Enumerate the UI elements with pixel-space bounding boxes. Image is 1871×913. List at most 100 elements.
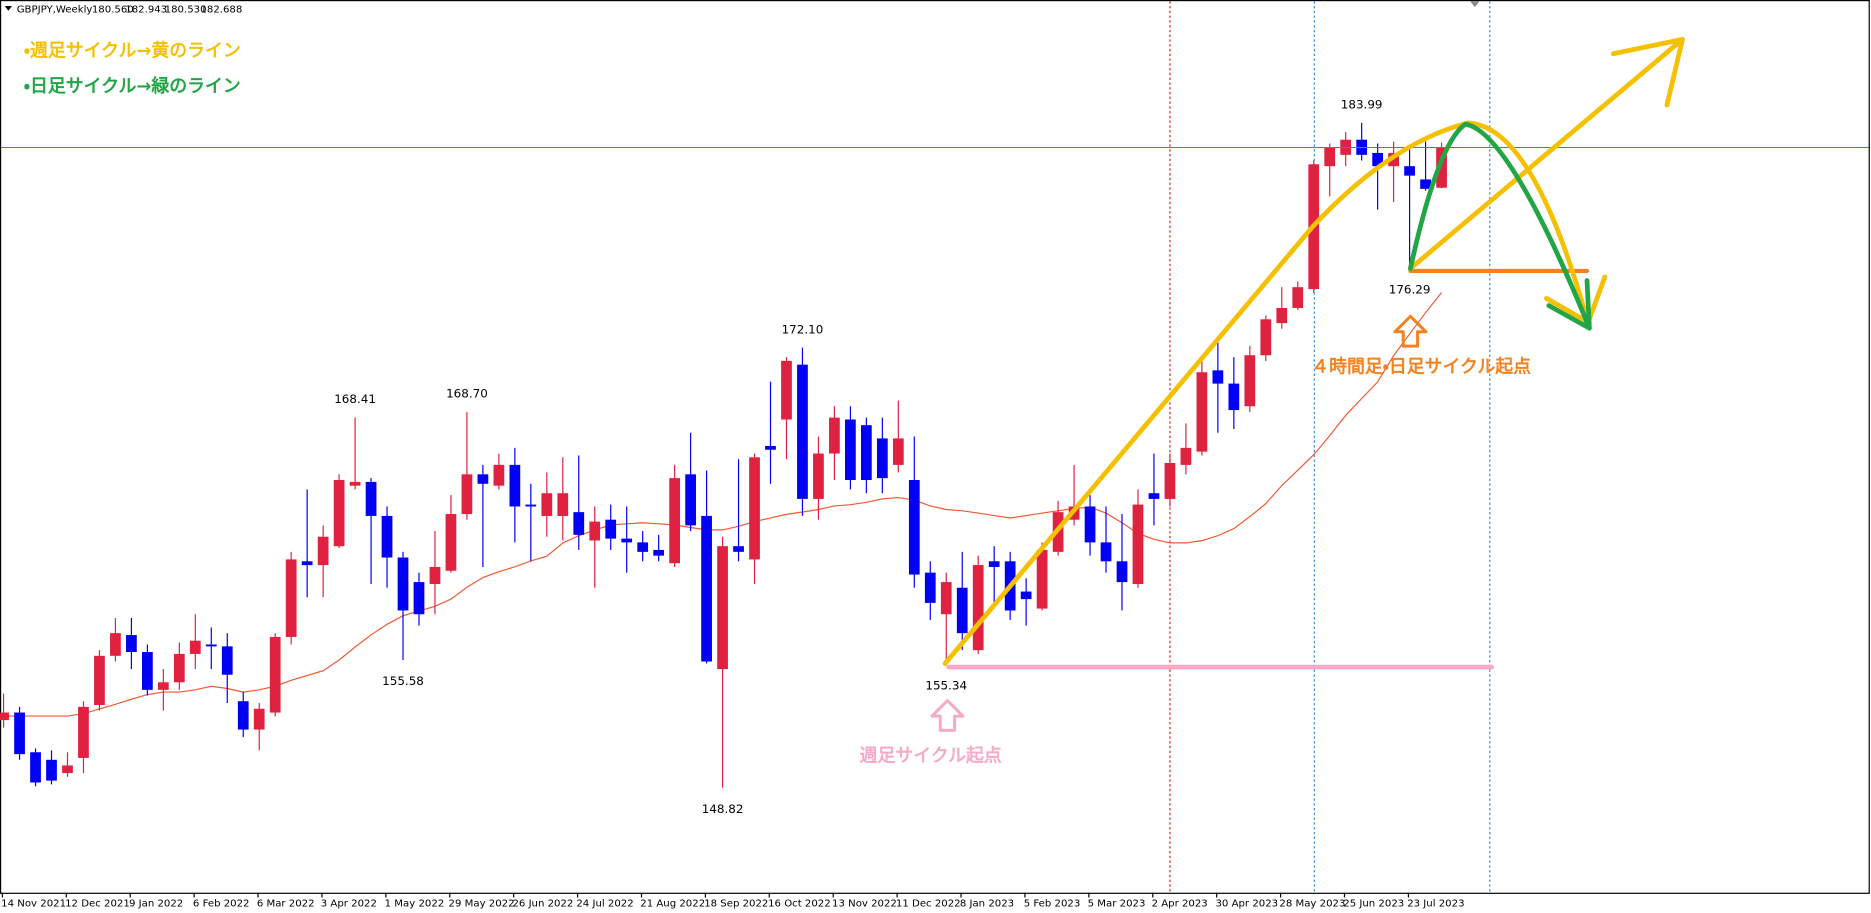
candle-body xyxy=(1100,542,1112,562)
x-tick-label: 23 Jul 2023 xyxy=(1407,898,1464,909)
x-tick-label: 21 Aug 2022 xyxy=(640,898,705,909)
candle-body xyxy=(1036,549,1048,609)
candle-body xyxy=(189,640,201,654)
candle-body xyxy=(956,587,968,634)
shift-marker xyxy=(1470,1,1480,8)
annotation: 週足サイクル起点 xyxy=(860,745,1002,767)
candle-body xyxy=(461,474,473,515)
candle-body xyxy=(381,515,393,558)
candle-body xyxy=(317,536,329,566)
candle-body xyxy=(429,566,441,584)
candle-body xyxy=(876,438,888,479)
candle-body xyxy=(333,480,345,547)
quote-close: 182.688 xyxy=(200,5,242,16)
candle-body xyxy=(1180,447,1192,465)
candle-body xyxy=(1372,152,1384,167)
quote-low: 180.530 xyxy=(165,5,207,16)
candle-body xyxy=(573,512,585,535)
x-tick-label: 3 Apr 2022 xyxy=(321,898,377,909)
candle-body xyxy=(765,445,776,450)
x-tick-label: 16 Oct 2022 xyxy=(768,898,831,909)
x-tick-label: 13 Nov 2022 xyxy=(832,898,897,909)
candle-body xyxy=(605,519,617,539)
quote-open: 180.560 xyxy=(92,5,134,16)
candle-body xyxy=(908,480,920,575)
candle-body xyxy=(301,561,313,566)
candle-body xyxy=(221,646,233,675)
x-tick-label: 6 Mar 2022 xyxy=(257,898,315,909)
header-arrow xyxy=(4,5,12,11)
candle-body xyxy=(797,364,808,499)
candle-body xyxy=(253,708,265,730)
candle-body xyxy=(557,493,569,516)
candle-body xyxy=(1404,166,1415,176)
candle-body xyxy=(972,565,984,651)
candle-body xyxy=(860,425,872,481)
candle-body xyxy=(621,538,633,543)
x-tick-label: 30 Apr 2023 xyxy=(1215,898,1278,909)
candle-body xyxy=(1164,462,1176,499)
green-cycle xyxy=(1408,121,1592,331)
candle-body xyxy=(988,561,1000,567)
candle-body xyxy=(701,515,712,662)
x-tick-label: 2 Apr 2023 xyxy=(1152,898,1208,909)
candle-body xyxy=(397,557,409,611)
legend-note: ・週足サイクル→黄のライン xyxy=(24,39,241,61)
high-label: 168.41 xyxy=(334,392,376,406)
candle-body xyxy=(1260,319,1272,356)
candle-body xyxy=(157,682,169,690)
x-tick-label: 25 Jun 2023 xyxy=(1343,898,1404,909)
x-tick-label: 29 May 2022 xyxy=(449,898,515,909)
candle-body xyxy=(493,464,505,486)
x-tick-label: 18 Sep 2022 xyxy=(704,898,768,909)
x-tick-label: 11 Dec 2022 xyxy=(896,898,961,909)
drawings xyxy=(930,36,1685,732)
low-label: 155.34 xyxy=(925,679,967,693)
candle-body xyxy=(525,504,537,507)
candle-body xyxy=(1324,147,1336,167)
candle-body xyxy=(205,644,217,647)
low-label: 148.82 xyxy=(702,802,744,816)
candle-body xyxy=(1292,287,1304,308)
candle-body xyxy=(413,582,425,615)
candle-body xyxy=(142,652,153,690)
x-tick-label: 1 May 2022 xyxy=(385,898,445,909)
candle-body xyxy=(94,655,105,705)
yellow-arrow xyxy=(1408,36,1685,271)
high-label: 168.70 xyxy=(446,387,488,401)
candle-body xyxy=(1020,591,1032,600)
orange-up-arrow xyxy=(1393,314,1428,348)
quote-high: 182.943 xyxy=(125,5,167,16)
plot-frame xyxy=(0,0,1870,894)
low-label: 176.29 xyxy=(1389,282,1431,296)
candle-body xyxy=(349,481,361,486)
candle-body xyxy=(1276,307,1288,324)
candle-body xyxy=(1212,370,1224,384)
x-tick-label: 12 Dec 2021 xyxy=(65,898,130,909)
candle-body xyxy=(669,478,681,564)
candle-body xyxy=(30,752,41,783)
x-tick-label: 8 Jan 2023 xyxy=(960,898,1014,909)
x-tick-label: 24 Jul 2022 xyxy=(576,898,633,909)
candle-body xyxy=(110,633,121,656)
candle-body xyxy=(1116,561,1128,583)
candle-body xyxy=(749,457,760,560)
candle-body xyxy=(237,701,249,730)
candle-body xyxy=(1420,179,1431,189)
candle-body xyxy=(892,438,904,465)
candle-body xyxy=(285,559,297,637)
candle-body xyxy=(126,635,137,653)
high-label: 172.10 xyxy=(782,322,824,336)
low-label: 155.58 xyxy=(382,674,424,688)
candle-body xyxy=(14,712,25,755)
candle-body xyxy=(0,712,9,721)
candle-body xyxy=(62,765,73,774)
candle-body xyxy=(445,514,457,571)
candle-body xyxy=(940,582,952,615)
annotation: ４時間足・日足サイクル起点 xyxy=(1311,356,1531,378)
legend-note: ・日足サイクル→緑のライン xyxy=(24,75,241,97)
candle-body xyxy=(477,474,489,484)
candle-body xyxy=(717,546,728,670)
x-tick-label: 9 Jan 2022 xyxy=(129,898,183,909)
